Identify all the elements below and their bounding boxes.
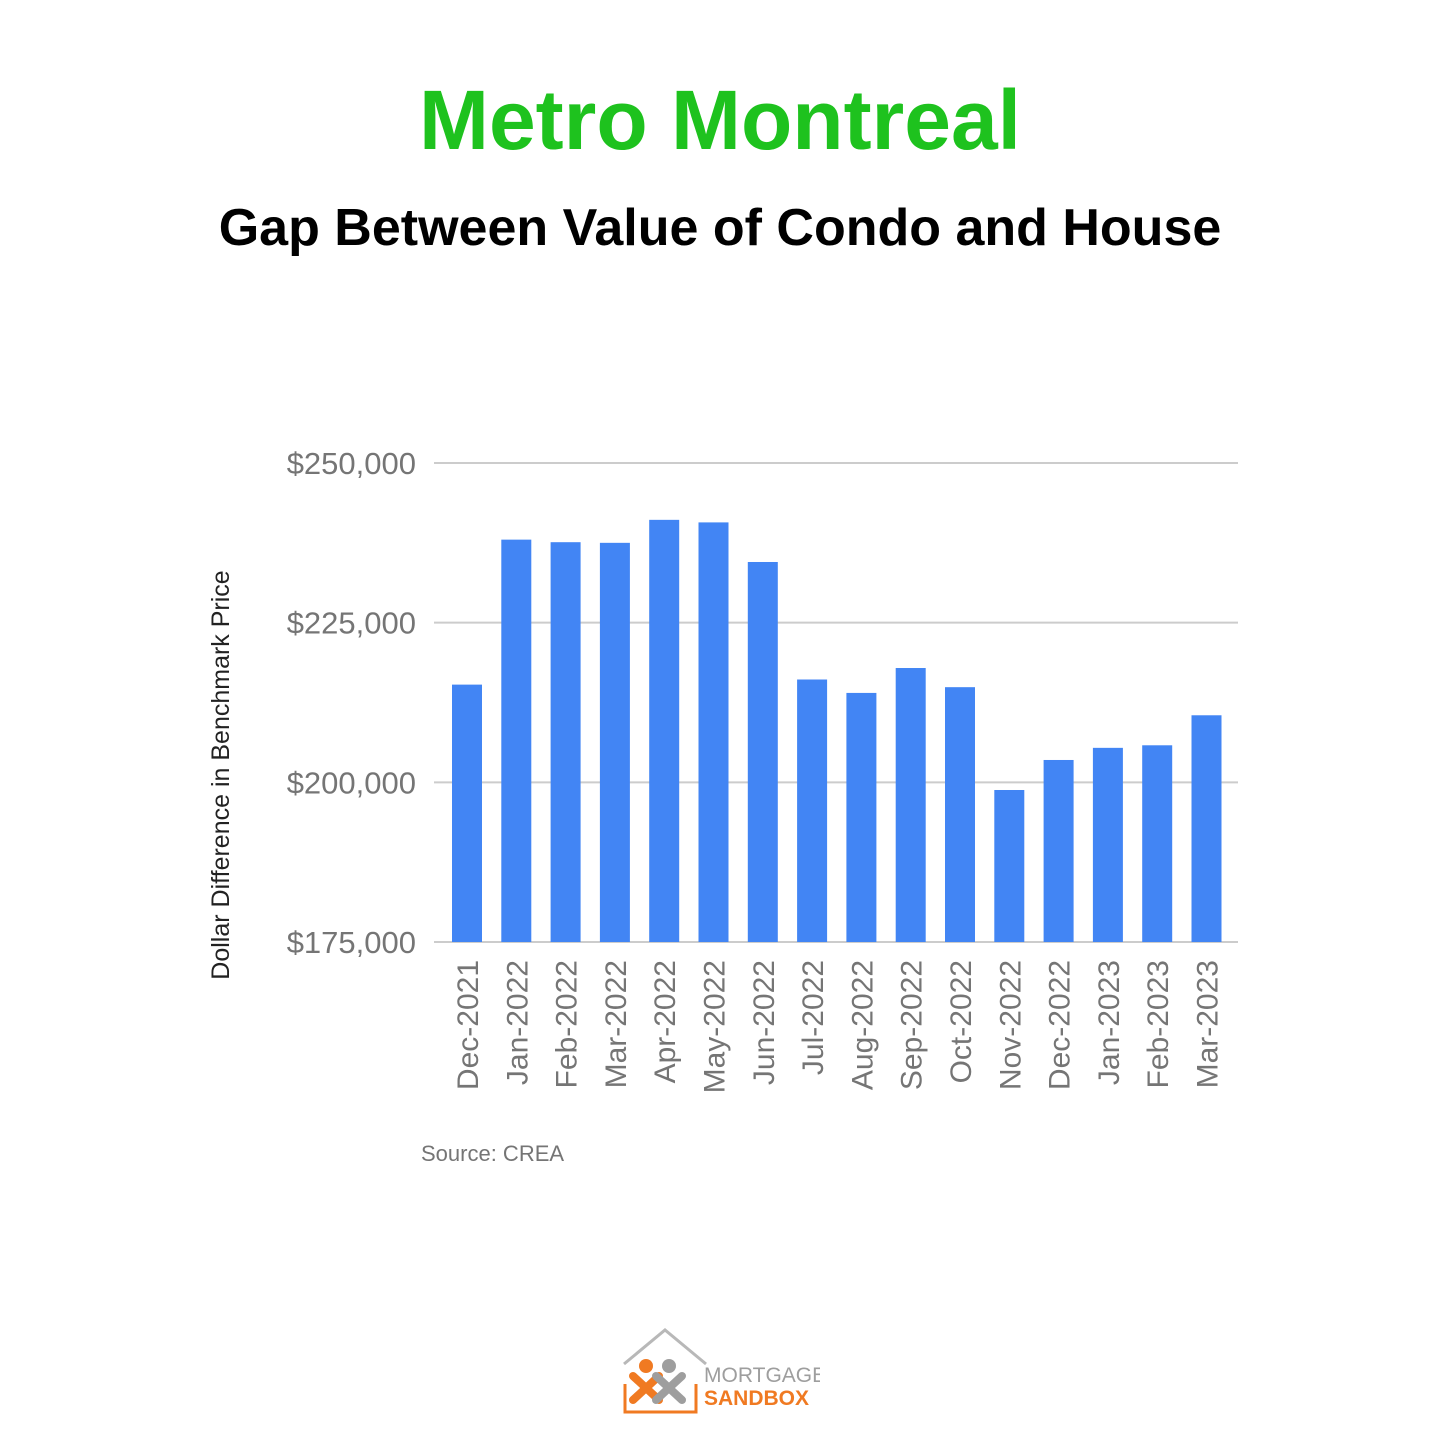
y-tick-label: $250,000 <box>287 446 416 481</box>
x-tick-label: Feb-2022 <box>551 960 584 1088</box>
bar-dec-2021 <box>452 684 482 942</box>
bar-feb-2022 <box>550 542 581 942</box>
x-tick-label: Aug-2022 <box>846 960 879 1090</box>
bar-jan-2023 <box>1092 747 1123 942</box>
y-tick-label: $175,000 <box>287 925 416 960</box>
page-subtitle: Gap Between Value of Condo and House <box>218 199 1222 257</box>
x-tick-label: Oct-2022 <box>945 960 978 1083</box>
x-tick-label: Jan-2022 <box>501 960 534 1085</box>
x-tick-label: Jun-2022 <box>748 960 781 1085</box>
y-tick-label: $200,000 <box>287 765 416 800</box>
y-tick-label: $225,000 <box>287 606 416 641</box>
x-tick-label: Jan-2023 <box>1093 960 1126 1085</box>
bar-aug-2022 <box>846 692 877 942</box>
bar-apr-2022 <box>649 519 680 942</box>
y-axis-title: Dollar Difference in Benchmark Price <box>207 570 235 979</box>
mortgage-sandbox-logo: MORTGAGE SANDBOX <box>623 1328 820 1414</box>
page-title: Metro Montreal <box>418 73 1022 167</box>
x-tick-label: Feb-2023 <box>1142 960 1175 1088</box>
y-tick-labels: $175,000 $200,000 $225,000 $250,000 <box>287 446 416 960</box>
bar-feb-2023 <box>1142 745 1173 942</box>
x-tick-label: Nov-2022 <box>994 960 1027 1090</box>
x-tick-label: Mar-2022 <box>600 960 633 1088</box>
bar-mar-2022 <box>599 542 630 942</box>
x-tick-label: Apr-2022 <box>649 960 682 1083</box>
bar-nov-2022 <box>994 789 1025 942</box>
x-tick-labels: Dec-2021 Jan-2022 Feb-2022 Mar-2022 Apr-2022… <box>452 960 1225 1093</box>
x-tick-label: Mar-2023 <box>1192 960 1225 1088</box>
bar-jan-2022 <box>501 539 532 942</box>
bar-sep-2022 <box>895 668 926 942</box>
x-tick-label: May-2022 <box>699 960 732 1093</box>
logo-text-sandbox: SANDBOX <box>704 1387 809 1410</box>
bar-may-2022 <box>698 522 729 942</box>
x-tick-label: Dec-2021 <box>452 960 485 1090</box>
bar-jun-2022 <box>747 561 778 942</box>
bar-dec-2022 <box>1043 759 1074 942</box>
x-tick-label: Sep-2022 <box>896 960 929 1090</box>
bar-chart: $175,000 $200,000 $225,000 $250,000 Dec-202… <box>207 446 1238 1166</box>
bar-jul-2022 <box>797 679 828 942</box>
people-icon <box>629 1359 686 1404</box>
house-outline-icon <box>623 1328 707 1366</box>
sandbox-frame-icon <box>623 1384 698 1414</box>
bar-oct-2022 <box>945 687 975 942</box>
bars <box>452 519 1222 942</box>
logo-text-mortgage: MORTGAGE <box>704 1364 820 1387</box>
source-note: Source: CREA <box>421 1141 564 1166</box>
x-tick-label: Dec-2022 <box>1044 960 1077 1090</box>
bar-mar-2023 <box>1191 715 1222 942</box>
x-tick-label: Jul-2022 <box>797 960 830 1075</box>
